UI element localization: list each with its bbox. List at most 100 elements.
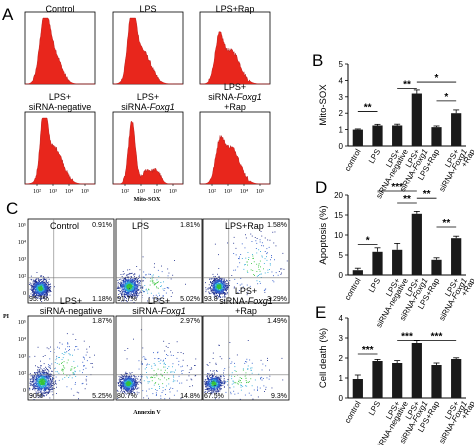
dotplot-point <box>211 377 212 379</box>
dotplot-point <box>269 263 271 265</box>
dotplot-point <box>35 293 37 294</box>
dotplot-point <box>153 363 155 364</box>
dotplot-point <box>46 373 48 374</box>
dotplot-point <box>128 385 129 387</box>
dotplot-point <box>44 289 46 291</box>
histogram-title-line: LPS <box>139 4 156 14</box>
dotplot-point <box>38 394 40 396</box>
dotplot-point <box>134 276 135 278</box>
dotplot-point <box>42 377 43 379</box>
text-span: LPS+ <box>148 296 170 306</box>
dotplot-point <box>39 371 40 373</box>
dotplot-point <box>219 284 221 286</box>
dotplot-point <box>140 292 142 293</box>
dotplot-point <box>224 278 226 280</box>
dotplot-point <box>46 291 48 293</box>
dotplot-point <box>121 283 122 284</box>
dotplot-point <box>165 394 166 395</box>
dotplot-point <box>215 378 216 380</box>
dotplot-point <box>46 292 47 294</box>
dotplot-point <box>40 380 42 382</box>
dotplot-point <box>225 293 227 295</box>
dotplot-point <box>256 263 258 265</box>
dotplot-point <box>263 290 265 291</box>
dotplot-point <box>135 284 137 286</box>
dotplot-point <box>38 290 40 292</box>
dotplot-point <box>40 368 42 370</box>
dotplot-point <box>46 369 48 370</box>
dotplot-point <box>261 256 263 258</box>
dotplot-point <box>40 394 42 396</box>
dotplot-point <box>43 295 45 297</box>
dotplot-point <box>38 371 40 373</box>
dotplot-point <box>219 278 221 280</box>
dotplot-point <box>42 385 44 387</box>
dotplot-point <box>203 381 205 383</box>
dotplot-point <box>42 379 44 381</box>
dotplot-point <box>34 384 35 386</box>
dotplot-point <box>217 391 219 393</box>
dotplot-point <box>122 287 124 289</box>
histogram-title: LPS+Rap <box>216 4 255 14</box>
dotplot-points <box>29 272 55 302</box>
dotplot-point <box>218 268 220 269</box>
dotplot-point <box>278 271 280 272</box>
dotplot-point <box>44 283 46 284</box>
dotplot-point <box>168 366 170 368</box>
dotplot-point <box>258 275 259 276</box>
dotplot-point <box>224 281 225 283</box>
quadrant-upper-right: 0.91% <box>92 222 112 229</box>
dotplot-point <box>157 287 159 289</box>
dotplot-point <box>152 276 154 278</box>
dotplot-point <box>132 283 133 285</box>
dotplot-point <box>50 378 52 379</box>
dotplot-point <box>39 286 41 288</box>
dotplot-point <box>129 392 131 393</box>
dotplot-point <box>134 283 136 284</box>
dotplot-point <box>246 261 248 263</box>
dotplot-point <box>125 280 126 282</box>
dotplot-point <box>130 375 132 377</box>
dotplot-point <box>122 280 124 282</box>
dotplot-point <box>174 380 176 382</box>
dotplot-point <box>223 287 225 289</box>
dotplot-point <box>237 292 239 293</box>
dotplot-point <box>129 292 131 294</box>
dotplot-point <box>140 281 142 283</box>
dotplot-point <box>132 289 134 291</box>
dotplot-point <box>130 276 132 277</box>
dotplot-point <box>218 381 220 383</box>
dotplot-point <box>212 390 214 392</box>
dotplot-point <box>138 375 140 377</box>
dotplot-point <box>45 388 47 390</box>
dotplot-point <box>134 274 136 276</box>
dotplot-point <box>40 283 42 285</box>
dotplot-point <box>37 282 39 283</box>
dotplot-point <box>142 286 144 288</box>
dotplot-point <box>160 395 162 397</box>
dotplot-point <box>34 289 36 291</box>
dotplot-point <box>271 256 272 258</box>
dotplot-point <box>128 279 129 281</box>
dotplot-point <box>73 367 75 369</box>
dotplot-point <box>46 381 48 383</box>
dotplot-point <box>219 293 221 295</box>
dotplot-point <box>71 377 73 379</box>
dotplot-point <box>37 390 39 392</box>
dotplot-point <box>74 349 75 351</box>
dotplot-point <box>48 375 50 377</box>
dotplot-point <box>126 290 127 291</box>
dotplot-point <box>135 278 137 280</box>
dotplot-point <box>222 290 224 292</box>
histogram-tick-label: 10⁴ <box>153 189 161 195</box>
dotplot-point <box>43 385 45 387</box>
dotplot-point <box>213 388 214 390</box>
dotplot-point <box>132 291 134 293</box>
dotplot-point <box>39 288 41 290</box>
dotplot-point <box>222 278 224 280</box>
dotplot-point <box>152 280 154 282</box>
dotplot-point <box>34 292 36 294</box>
dotplot-point <box>176 380 178 382</box>
dotplot-point <box>213 370 215 372</box>
dotplot-point <box>132 282 134 284</box>
